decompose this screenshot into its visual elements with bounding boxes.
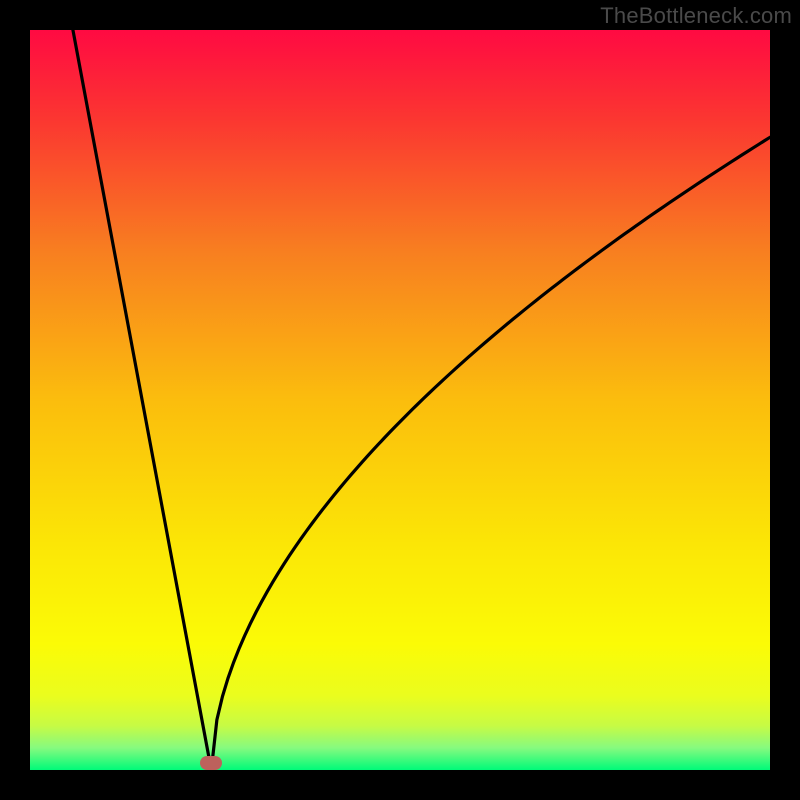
bottleneck-curve	[30, 30, 770, 770]
chart-canvas: TheBottleneck.com	[0, 0, 800, 800]
optimum-marker	[200, 756, 222, 770]
plot-area	[30, 30, 770, 770]
watermark-text: TheBottleneck.com	[600, 3, 792, 29]
